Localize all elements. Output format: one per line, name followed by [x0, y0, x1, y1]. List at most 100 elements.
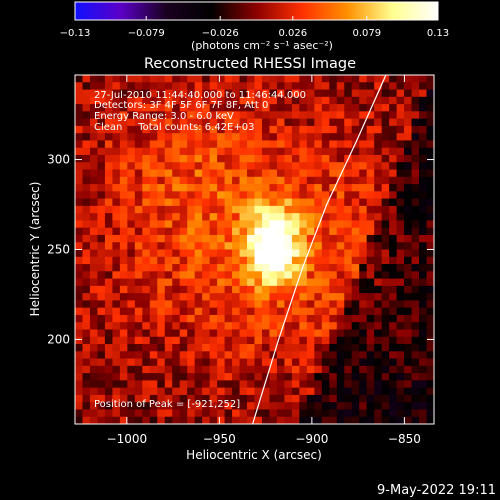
heatmap-cell [97, 300, 106, 309]
heatmap-cell [314, 249, 323, 258]
heatmap-cell [82, 402, 91, 411]
heatmap-cell [269, 154, 278, 163]
heatmap-cell [351, 336, 360, 345]
heatmap-cell [164, 118, 173, 127]
heatmap-cell [261, 358, 271, 367]
heatmap-cell [261, 293, 271, 301]
heatmap-cell [217, 205, 226, 214]
heatmap-cell [239, 293, 248, 301]
heatmap-cell [224, 307, 233, 316]
heatmap-cell [134, 307, 143, 316]
heatmap-cell [276, 220, 286, 229]
heatmap-cell [276, 256, 286, 265]
heatmap-cell [314, 293, 323, 301]
heatmap-cell [164, 169, 173, 178]
heatmap-cell [254, 154, 263, 163]
heatmap-cell [142, 154, 151, 163]
heatmap-cell [419, 358, 428, 367]
heatmap-cell [127, 169, 136, 178]
heatmap-cell [299, 191, 308, 200]
heatmap-cell [299, 344, 308, 352]
heatmap-cell [119, 111, 128, 120]
heatmap-cell [149, 264, 158, 272]
heatmap-cell [261, 96, 271, 105]
colorbar-tick-label: −0.026 [202, 28, 239, 39]
heatmap-cell [269, 394, 278, 403]
heatmap-cell [329, 344, 338, 352]
heatmap-cell [329, 75, 338, 83]
heatmap-cell [351, 373, 360, 381]
heatmap-cell [112, 256, 121, 265]
heatmap-cell [232, 89, 241, 98]
heatmap-cell [89, 184, 99, 192]
heatmap-cell [381, 111, 390, 120]
heatmap-cell [344, 307, 353, 316]
heatmap-cell [389, 176, 398, 185]
heatmap-cell [336, 227, 345, 236]
heatmap-cell [374, 264, 383, 272]
heatmap-cell [314, 205, 323, 214]
heatmap-cell [142, 307, 151, 316]
heatmap-cell [247, 387, 256, 396]
heatmap-cell [351, 154, 360, 163]
heatmap-cell [419, 154, 428, 163]
heatmap-cell [187, 169, 196, 178]
heatmap-cell [359, 242, 368, 251]
heatmap-cell [179, 256, 188, 265]
heatmap-cell [426, 176, 434, 185]
heatmap-cell [261, 162, 271, 171]
heatmap-cell [194, 380, 203, 389]
heatmap-cell [187, 271, 196, 280]
heatmap-cell [89, 249, 99, 258]
heatmap-cell [127, 264, 136, 272]
heatmap-cell [104, 293, 113, 301]
heatmap-cell [209, 227, 218, 236]
heatmap-cell [179, 162, 188, 171]
heatmap-cell [276, 300, 286, 309]
heatmap-cell [344, 373, 353, 381]
heatmap-cell [336, 387, 345, 396]
heatmap-cell [344, 227, 353, 236]
heatmap-cell [329, 358, 338, 367]
heatmap-cell [172, 344, 181, 352]
heatmap-cell [426, 351, 434, 360]
heatmap-cell [172, 416, 181, 424]
heatmap-cell [217, 351, 226, 360]
heatmap-cell [336, 264, 345, 272]
heatmap-cell [329, 111, 338, 120]
heatmap-cell [359, 271, 368, 280]
heatmap-cell [359, 89, 368, 98]
heatmap-cell [374, 96, 383, 105]
heatmap-cell [344, 242, 353, 251]
heatmap-cell [97, 89, 106, 98]
heatmap-cell [89, 293, 99, 301]
heatmap-cell [134, 329, 143, 338]
heatmap-cell [261, 227, 271, 236]
heatmap-cell [157, 402, 166, 411]
heatmap-cell [82, 104, 91, 112]
heatmap-cell [426, 154, 434, 163]
heatmap-cell [232, 314, 241, 323]
heatmap-cell [209, 140, 218, 149]
heatmap-cell [172, 205, 181, 214]
heatmap-cell [82, 285, 91, 294]
heatmap-cell [314, 191, 323, 200]
heatmap-cell [202, 387, 211, 396]
heatmap-cell [127, 162, 136, 171]
heatmap-cell [336, 140, 345, 149]
heatmap-cell [209, 344, 218, 352]
heatmap-cell [149, 205, 158, 214]
heatmap-cell [306, 278, 315, 287]
heatmap-cell [299, 300, 308, 309]
heatmap-cell [149, 227, 158, 236]
heatmap-cell [104, 169, 113, 178]
heatmap-cell [269, 242, 278, 251]
heatmap-cell [89, 307, 99, 316]
heatmap-cell [359, 314, 368, 323]
heatmap-cell [134, 75, 143, 83]
heatmap-cell [389, 329, 398, 338]
heatmap-cell [134, 82, 143, 91]
heatmap-cell [187, 184, 196, 192]
heatmap-cell [419, 118, 428, 127]
heatmap-cell [284, 402, 293, 411]
